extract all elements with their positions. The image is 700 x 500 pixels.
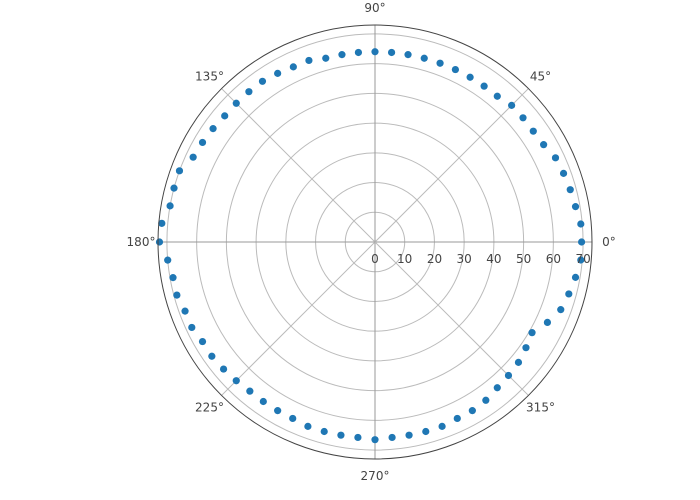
angular-tick-label: 315° [526, 401, 555, 415]
data-points [155, 48, 586, 444]
angular-tick-label: 135° [195, 70, 224, 84]
data-point [338, 51, 346, 59]
data-point [289, 414, 297, 423]
data-point [482, 396, 490, 404]
tick-labels: 0° 45° 90° 135° 180° 225° 270° 315° 0 10 20 30 40 50 6… [127, 1, 616, 483]
radial-tick-label: 70 [575, 252, 590, 266]
data-point [181, 307, 189, 315]
data-point [274, 69, 282, 77]
data-point [209, 125, 217, 133]
angular-grid-line-225 [221, 241, 376, 396]
data-point [504, 371, 513, 380]
data-point [557, 306, 565, 314]
data-point [208, 352, 216, 360]
data-point [155, 238, 164, 246]
angular-grid-line-135 [221, 88, 376, 243]
data-point [188, 323, 196, 332]
data-point [540, 141, 548, 149]
data-point [258, 77, 267, 85]
data-point [438, 422, 446, 430]
data-point [232, 99, 240, 107]
data-point [320, 427, 328, 436]
angular-tick-label: 90° [364, 1, 385, 15]
data-point [577, 256, 585, 264]
data-point [466, 73, 474, 81]
data-point [519, 114, 527, 122]
data-point [451, 65, 459, 74]
data-point [388, 433, 396, 442]
angular-grid-line-45 [374, 88, 529, 243]
radial-tick-label: 30 [457, 252, 472, 266]
data-point [164, 256, 172, 264]
data-point [371, 436, 379, 444]
radial-tick-label: 10 [397, 252, 412, 266]
data-point [170, 184, 178, 192]
data-point [571, 273, 580, 281]
data-point [578, 238, 586, 246]
data-point [387, 48, 396, 57]
data-point [571, 203, 580, 211]
data-point [404, 51, 412, 59]
data-point [175, 167, 184, 175]
data-point [198, 138, 207, 147]
radial-tick-label: 50 [516, 252, 531, 266]
data-point [565, 290, 573, 298]
outer-frame-circle [157, 24, 593, 460]
data-point [468, 407, 476, 415]
data-point [158, 219, 166, 227]
angular-grid-line-315 [374, 241, 529, 396]
data-point [559, 169, 568, 177]
data-point [422, 427, 430, 436]
data-point [529, 127, 537, 135]
data-point [405, 431, 413, 439]
data-point [543, 318, 552, 326]
data-point [166, 202, 174, 210]
polar-frame [157, 24, 593, 460]
data-point [246, 387, 254, 395]
data-point [480, 82, 488, 90]
data-point [522, 344, 530, 352]
data-point [354, 433, 362, 442]
data-point [493, 384, 501, 392]
data-point [232, 377, 240, 385]
data-point [221, 112, 229, 120]
data-point [304, 422, 312, 430]
angular-tick-label: 45° [530, 70, 551, 84]
radial-tick-label: 0 [371, 252, 379, 266]
data-point [322, 54, 330, 62]
data-point [173, 291, 181, 299]
data-point [528, 329, 536, 337]
data-point [493, 92, 501, 100]
data-point [189, 153, 197, 161]
data-point [219, 365, 228, 373]
data-point [289, 63, 297, 71]
data-point [354, 48, 363, 57]
angular-tick-label: 0° [602, 235, 616, 249]
data-point [420, 54, 428, 62]
polar-grid [158, 25, 592, 459]
data-point [198, 337, 207, 346]
radial-tick-label: 40 [486, 252, 501, 266]
data-point [566, 186, 574, 194]
data-point [169, 274, 177, 282]
radial-tick-label: 60 [546, 252, 561, 266]
data-point [436, 59, 444, 67]
radial-tick-label: 20 [427, 252, 442, 266]
data-point [514, 358, 523, 366]
data-point [453, 414, 461, 423]
data-point [259, 397, 267, 406]
data-point [305, 56, 313, 65]
angular-tick-label: 180° [127, 235, 156, 249]
data-point [508, 101, 516, 109]
data-point [371, 48, 379, 56]
data-point [245, 88, 253, 96]
angular-tick-label: 270° [361, 469, 390, 483]
data-point [551, 154, 560, 162]
data-point [577, 220, 585, 228]
data-point [274, 407, 282, 415]
data-point [337, 431, 345, 439]
angular-tick-label: 225° [195, 401, 224, 415]
